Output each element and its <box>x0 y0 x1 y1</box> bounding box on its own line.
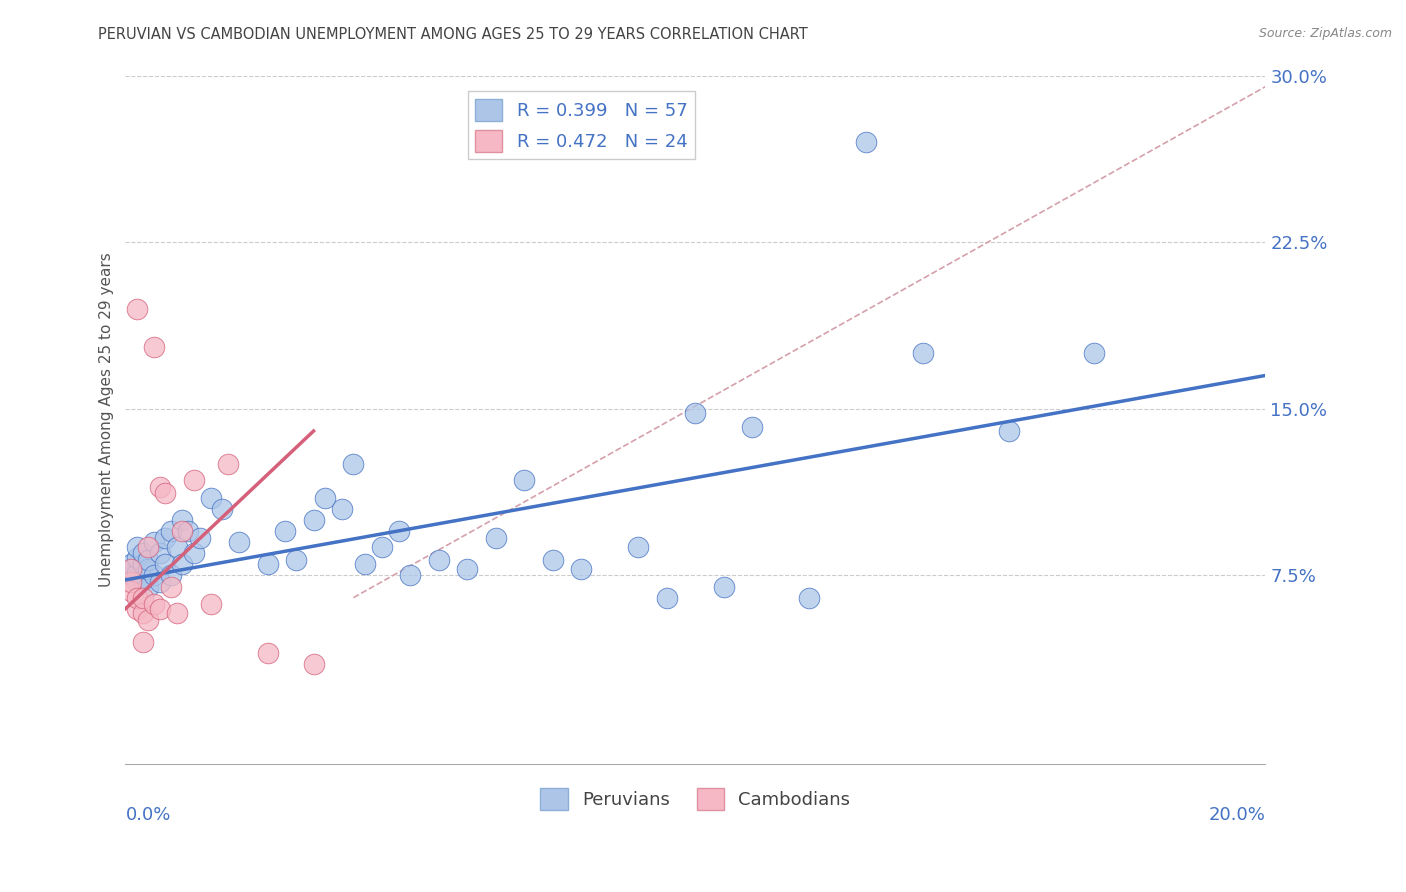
Point <box>160 580 183 594</box>
Point <box>200 491 222 505</box>
Point <box>655 591 678 605</box>
Point <box>285 553 308 567</box>
Point <box>342 458 364 472</box>
Point <box>149 479 172 493</box>
Point <box>713 580 735 594</box>
Point <box>125 540 148 554</box>
Point <box>571 562 593 576</box>
Point <box>998 424 1021 438</box>
Point <box>166 540 188 554</box>
Point <box>155 558 177 572</box>
Point <box>160 524 183 538</box>
Point <box>125 591 148 605</box>
Text: Source: ZipAtlas.com: Source: ZipAtlas.com <box>1258 27 1392 40</box>
Point <box>172 513 194 527</box>
Point <box>217 458 239 472</box>
Point <box>513 473 536 487</box>
Point <box>143 340 166 354</box>
Point <box>855 135 877 149</box>
Point <box>485 531 508 545</box>
Point <box>388 524 411 538</box>
Point <box>136 562 159 576</box>
Point <box>136 553 159 567</box>
Point <box>149 601 172 615</box>
Point <box>799 591 821 605</box>
Point <box>120 584 142 599</box>
Point <box>131 635 153 649</box>
Point <box>131 558 153 572</box>
Point <box>136 540 159 554</box>
Point <box>200 597 222 611</box>
Point <box>166 606 188 620</box>
Point <box>149 546 172 560</box>
Point <box>371 540 394 554</box>
Point <box>302 513 325 527</box>
Point <box>149 575 172 590</box>
Point <box>155 531 177 545</box>
Point <box>120 568 142 582</box>
Point <box>120 562 142 576</box>
Point <box>143 597 166 611</box>
Point <box>685 406 707 420</box>
Point <box>541 553 564 567</box>
Point <box>1083 346 1105 360</box>
Point <box>257 646 280 660</box>
Point <box>228 535 250 549</box>
Point <box>627 540 650 554</box>
Point <box>136 580 159 594</box>
Point <box>136 613 159 627</box>
Text: 0.0%: 0.0% <box>125 805 172 823</box>
Point <box>120 558 142 572</box>
Point <box>125 575 148 590</box>
Point <box>125 601 148 615</box>
Point <box>172 558 194 572</box>
Point <box>741 419 763 434</box>
Point <box>274 524 297 538</box>
Point <box>125 550 148 565</box>
Text: PERUVIAN VS CAMBODIAN UNEMPLOYMENT AMONG AGES 25 TO 29 YEARS CORRELATION CHART: PERUVIAN VS CAMBODIAN UNEMPLOYMENT AMONG… <box>98 27 808 42</box>
Point <box>257 558 280 572</box>
Point <box>120 575 142 590</box>
Point <box>120 562 142 576</box>
Point <box>399 568 422 582</box>
Point <box>177 524 200 538</box>
Point <box>912 346 935 360</box>
Text: 20.0%: 20.0% <box>1209 805 1265 823</box>
Point <box>172 524 194 538</box>
Point <box>125 566 148 581</box>
Point <box>330 501 353 516</box>
Point <box>160 568 183 582</box>
Point <box>456 562 478 576</box>
Point <box>143 535 166 549</box>
Point <box>183 546 205 560</box>
Point <box>183 473 205 487</box>
Point <box>131 591 153 605</box>
Point <box>125 301 148 316</box>
Point <box>131 573 153 587</box>
Point <box>131 546 153 560</box>
Point <box>131 606 153 620</box>
Point <box>188 531 211 545</box>
Point <box>354 558 377 572</box>
Point <box>211 501 233 516</box>
Point <box>155 486 177 500</box>
Point <box>302 657 325 672</box>
Point <box>143 568 166 582</box>
Legend: Peruvians, Cambodians: Peruvians, Cambodians <box>533 780 858 817</box>
Point <box>427 553 450 567</box>
Point <box>314 491 336 505</box>
Y-axis label: Unemployment Among Ages 25 to 29 years: Unemployment Among Ages 25 to 29 years <box>100 252 114 587</box>
